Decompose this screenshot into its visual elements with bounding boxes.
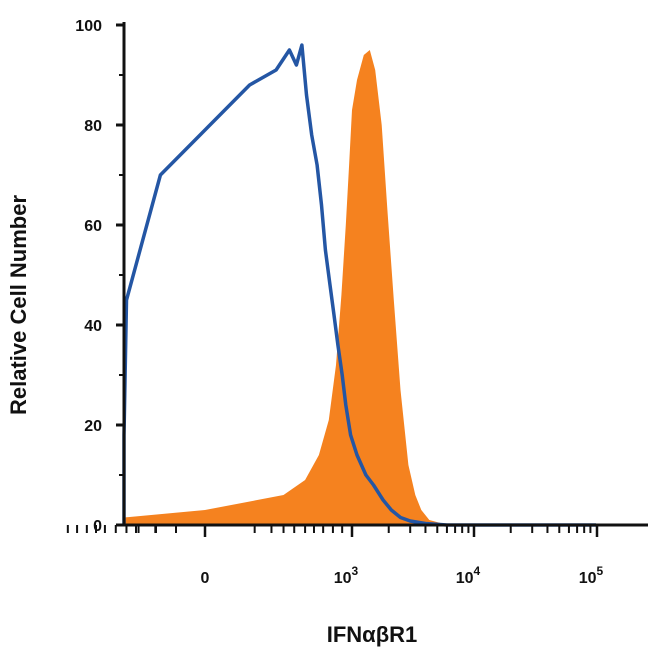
x-tick-label: 103 (334, 564, 359, 587)
y-tick-label: 100 (75, 18, 102, 35)
x-tick-label: 105 (579, 564, 604, 587)
y-axis-title: Relative Cell Number (6, 195, 31, 416)
x-ticks: 0 103 104 105 (66, 525, 604, 587)
y-tick-label: 40 (84, 318, 102, 335)
y-tick-label: 80 (84, 118, 102, 135)
y-tick-label: 20 (84, 418, 102, 435)
histogram-fill-series (124, 50, 456, 525)
y-tick-label: 0 (93, 518, 102, 535)
x-tick-exponent: 5 (597, 564, 604, 578)
y-tick-label: 60 (84, 218, 102, 235)
x-tick-exponent: 4 (474, 564, 481, 578)
x-tick-exponent: 3 (352, 564, 359, 578)
x-tick-label: 104 (456, 564, 481, 587)
x-tick-label: 0 (201, 570, 210, 587)
x-axis-title: IFNαβR1 (327, 622, 418, 647)
y-ticks: 0 20 40 60 80 100 (75, 18, 124, 535)
histogram-line-series (122, 43, 596, 527)
series-layer (122, 43, 596, 527)
